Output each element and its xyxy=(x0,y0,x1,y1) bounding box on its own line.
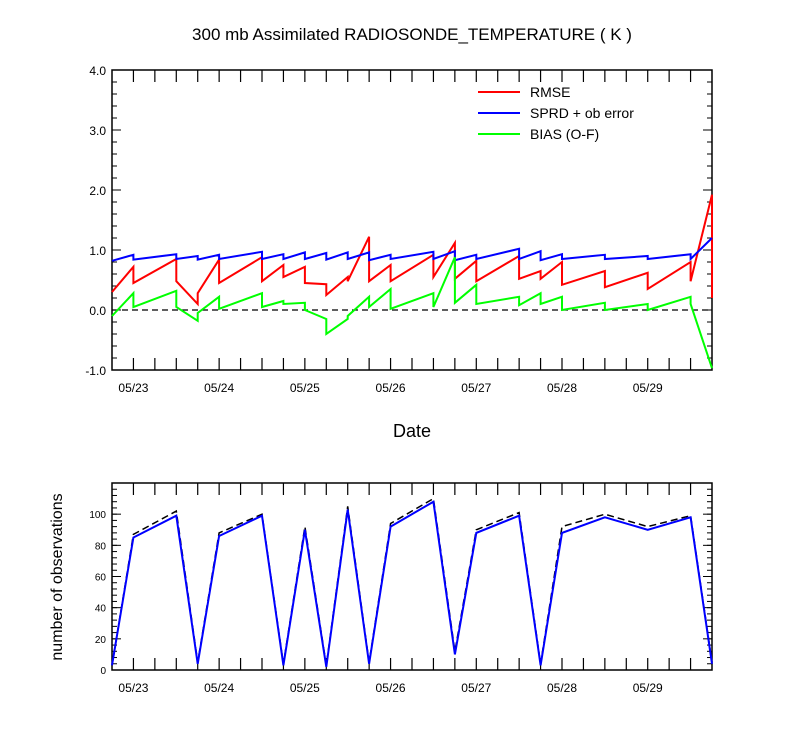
x-tick-label: 05/29 xyxy=(633,381,663,395)
y-tick-label: 80 xyxy=(95,541,107,552)
x-tick-label: 05/27 xyxy=(461,381,491,395)
x-tick-label: 05/28 xyxy=(547,381,577,395)
x-tick-label: 05/26 xyxy=(376,381,406,395)
chart-panel-2: 0 20 40 60 80 100 05/23 05/24 05/25 05/26 05/27 05/… xyxy=(89,482,713,695)
chart-panel-1: -1.0 0.0 1.0 2.0 3.0 4.0 05/23 05/24 05/25 05/26 0… xyxy=(85,64,713,395)
y-tick-label: 2.0 xyxy=(89,184,106,198)
x-tick-label: 05/23 xyxy=(118,381,148,395)
legend-label: BIAS (O-F) xyxy=(530,126,599,142)
chart-title: 300 mb Assimilated RADIOSONDE_TEMPERATUR… xyxy=(192,25,632,44)
legend: RMSE SPRD + ob error BIAS (O-F) xyxy=(478,84,634,142)
y-axis-label-observations: number of observations xyxy=(49,493,66,660)
x-axis-label: Date xyxy=(393,421,431,441)
y-tick-label: 40 xyxy=(95,604,107,615)
series-line-bias-o-f xyxy=(111,256,713,369)
y-tick-label: 100 xyxy=(89,510,106,521)
y-tick-label: 60 xyxy=(95,573,107,584)
y-tick-label: 0 xyxy=(100,666,106,677)
y-tick-label: -1.0 xyxy=(85,364,106,378)
y-tick-label: 20 xyxy=(95,635,107,646)
legend-label: RMSE xyxy=(530,84,570,100)
x-tick-label: 05/26 xyxy=(376,681,406,695)
series-line-sprd-ob-error xyxy=(111,237,713,262)
y-tick-label: 4.0 xyxy=(89,64,106,78)
series-line-assimilated xyxy=(111,500,713,668)
x-tick-label: 05/27 xyxy=(461,681,491,695)
y-tick-label: 0.0 xyxy=(89,304,106,318)
x-tick-label: 05/28 xyxy=(547,681,577,695)
x-tick-label: 05/24 xyxy=(204,681,234,695)
x-tick-label: 05/23 xyxy=(118,681,148,695)
x-tick-label: 05/25 xyxy=(290,381,320,395)
y-tick-label: 1.0 xyxy=(89,244,106,258)
series-line-rmse xyxy=(111,194,713,307)
x-tick-label: 05/29 xyxy=(633,681,663,695)
legend-label: SPRD + ob error xyxy=(530,105,634,121)
x-tick-label: 05/25 xyxy=(290,681,320,695)
y-tick-label: 3.0 xyxy=(89,124,106,138)
x-tick-label: 05/24 xyxy=(204,381,234,395)
